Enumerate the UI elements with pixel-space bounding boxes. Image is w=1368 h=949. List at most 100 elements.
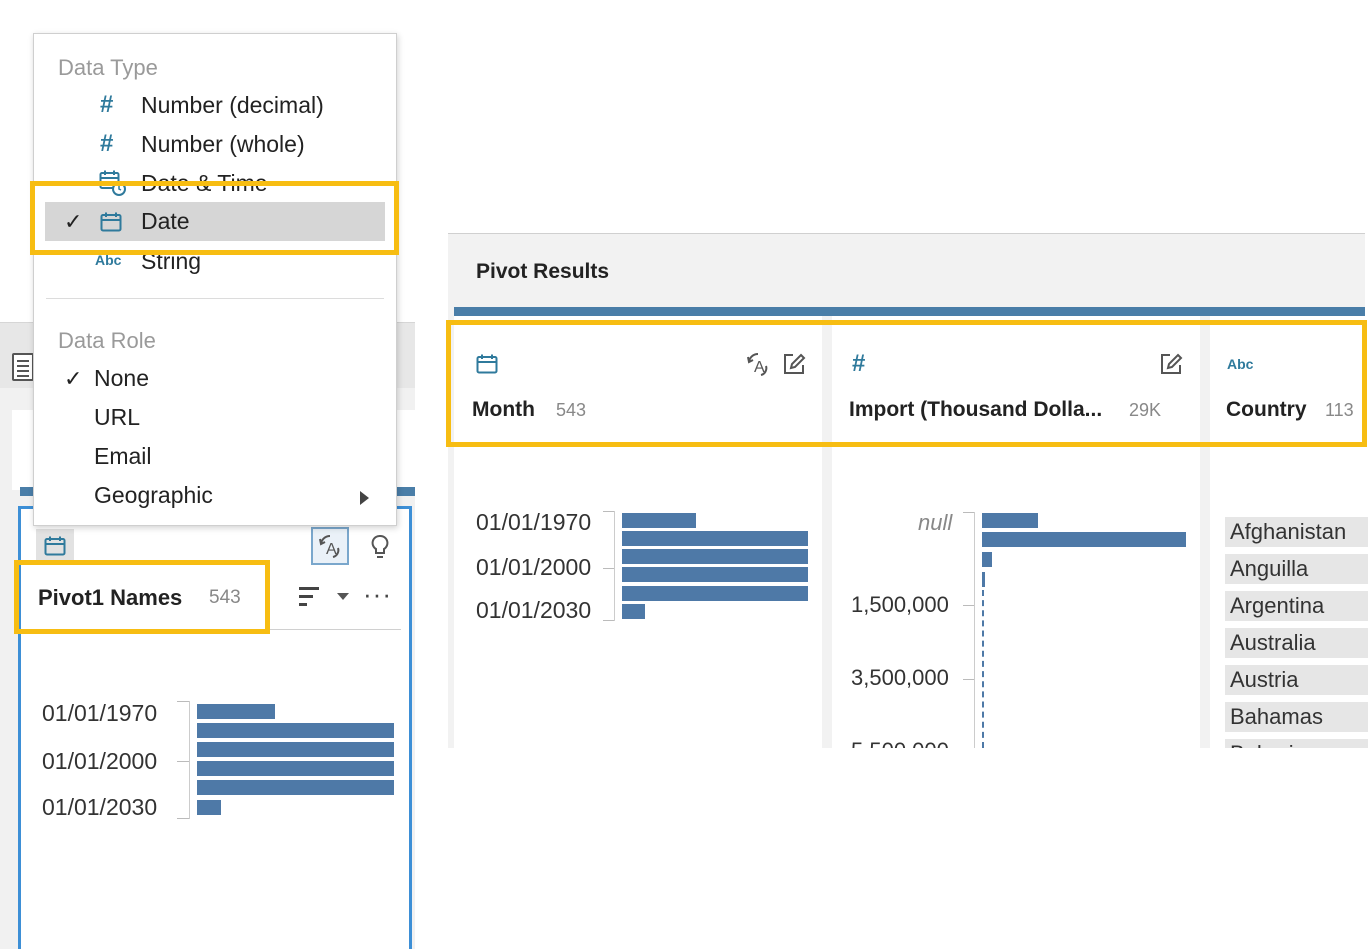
- axis-label-2030: 01/01/2030: [42, 794, 158, 820]
- axis-label-5500000: 5,500,000: [851, 738, 949, 748]
- abc-icon: Abc: [95, 252, 122, 268]
- menu-item-number-decimal[interactable]: # Number (decimal): [45, 86, 385, 125]
- histogram-bar[interactable]: [622, 586, 808, 601]
- axis-tick: [603, 568, 615, 569]
- list-item[interactable]: Bahrain: [1225, 739, 1368, 748]
- edit-icon[interactable]: [782, 352, 806, 381]
- axis-tick: [963, 605, 975, 606]
- list-item[interactable]: Argentina: [1225, 591, 1368, 621]
- histogram-bar[interactable]: [622, 567, 808, 582]
- list-item[interactable]: Afghanistan: [1225, 517, 1368, 547]
- abc-icon: Abc: [1227, 356, 1254, 372]
- axis-tick: [177, 818, 189, 819]
- distinct-count: 29K: [1129, 400, 1162, 420]
- axis-label-1970: 01/01/1970: [42, 700, 158, 726]
- range-indicator: [982, 590, 984, 748]
- calendar-icon[interactable]: [36, 529, 74, 563]
- axis-label-1970: 01/01/1970: [476, 509, 592, 535]
- menu-item-label: None: [94, 365, 149, 391]
- histogram-bar[interactable]: [197, 723, 394, 738]
- svg-text:A: A: [326, 541, 337, 558]
- menu-item-role-email[interactable]: Email: [45, 437, 385, 476]
- menu-item-label: URL: [94, 404, 141, 430]
- menu-item-date-time[interactable]: Date & Time: [45, 164, 385, 203]
- distinct-count: 113: [1325, 400, 1354, 420]
- column-name[interactable]: Country: [1226, 398, 1307, 421]
- hash-icon: #: [852, 350, 866, 377]
- hash-icon: #: [100, 91, 114, 118]
- lightbulb-icon[interactable]: [369, 533, 391, 561]
- histogram-bar[interactable]: [197, 780, 394, 795]
- axis-tick: [177, 701, 189, 702]
- histogram-axis: [189, 701, 190, 819]
- header-divider: [261, 629, 401, 630]
- column-name[interactable]: Import (Thousand Dolla...: [849, 398, 1103, 421]
- chevron-down-icon[interactable]: [337, 593, 349, 600]
- calendar-icon: [476, 354, 498, 379]
- menu-item-string[interactable]: Abc String: [45, 242, 385, 281]
- list-item[interactable]: Austria: [1225, 665, 1368, 695]
- retype-icon[interactable]: A: [311, 527, 349, 565]
- menu-item-role-geographic[interactable]: Geographic: [45, 476, 385, 515]
- axis-label-2030: 01/01/2030: [476, 597, 592, 623]
- menu-divider: [46, 298, 384, 299]
- retype-icon[interactable]: A: [744, 350, 772, 383]
- menu-item-number-whole[interactable]: # Number (whole): [45, 125, 385, 164]
- menu-item-label: Date: [141, 208, 190, 234]
- menu-item-label: Email: [94, 443, 152, 469]
- histogram-bar[interactable]: [197, 704, 275, 719]
- axis-label-2000: 01/01/2000: [476, 554, 592, 580]
- check-icon: ✓: [64, 209, 83, 234]
- histogram-bar[interactable]: [982, 513, 1038, 528]
- axis-label-2000: 01/01/2000: [42, 748, 158, 774]
- list-item[interactable]: Anguilla: [1225, 554, 1368, 584]
- histogram-axis: [974, 512, 975, 748]
- section-header-data-type: Data Type: [58, 55, 158, 80]
- histogram-bar[interactable]: [197, 800, 221, 815]
- menu-item-label: Date & Time: [141, 170, 268, 196]
- null-label: null: [918, 510, 953, 535]
- calendar-clock-icon: [99, 170, 127, 202]
- histogram-bar[interactable]: [982, 532, 1186, 547]
- histogram-bar[interactable]: [197, 742, 394, 757]
- axis-tick: [963, 679, 975, 680]
- histogram-bar[interactable]: [622, 531, 808, 546]
- menu-item-date[interactable]: ✓ Date: [45, 202, 385, 241]
- hash-icon: #: [100, 130, 114, 157]
- menu-item-role-url[interactable]: URL: [45, 398, 385, 437]
- histogram-bar[interactable]: [982, 552, 992, 567]
- section-header-data-role: Data Role: [58, 328, 156, 353]
- field-name[interactable]: Pivot1 Names: [38, 585, 183, 610]
- panel-title: Pivot Results: [476, 260, 610, 283]
- list-item[interactable]: Australia: [1225, 628, 1368, 658]
- check-icon: ✓: [64, 366, 83, 391]
- menu-item-label: Number (whole): [141, 131, 305, 157]
- distinct-count: 543: [209, 587, 241, 608]
- histogram-bar[interactable]: [622, 604, 645, 619]
- histogram-bar[interactable]: [622, 549, 808, 564]
- histogram-bar[interactable]: [622, 513, 696, 528]
- list-item[interactable]: Bahamas: [1225, 702, 1368, 732]
- calendar-icon: [100, 211, 122, 238]
- axis-tick: [603, 620, 615, 621]
- edit-icon[interactable]: [1159, 352, 1183, 381]
- axis-tick: [963, 512, 975, 513]
- menu-item-label: Number (decimal): [141, 92, 324, 118]
- histogram-bar[interactable]: [982, 572, 985, 587]
- menu-item-role-none[interactable]: ✓ None: [45, 359, 385, 398]
- axis-tick: [603, 511, 615, 512]
- more-options-icon[interactable]: ···: [363, 579, 392, 609]
- axis-label-1500000: 1,500,000: [851, 592, 949, 617]
- column-name[interactable]: Month: [472, 398, 535, 421]
- data-type-menu: Data Type # Number (decimal) # Number (w…: [33, 33, 397, 526]
- panel-accent-bar: [454, 307, 1365, 316]
- chevron-right-icon: [360, 491, 369, 505]
- menu-item-label: String: [141, 248, 202, 274]
- document-icon[interactable]: [12, 353, 34, 381]
- sort-icon[interactable]: [299, 587, 323, 609]
- menu-item-label: Geographic: [94, 482, 213, 508]
- histogram-bar[interactable]: [197, 761, 394, 776]
- histogram-axis: [614, 511, 615, 621]
- distinct-count: 543: [556, 400, 587, 420]
- axis-tick: [177, 761, 189, 762]
